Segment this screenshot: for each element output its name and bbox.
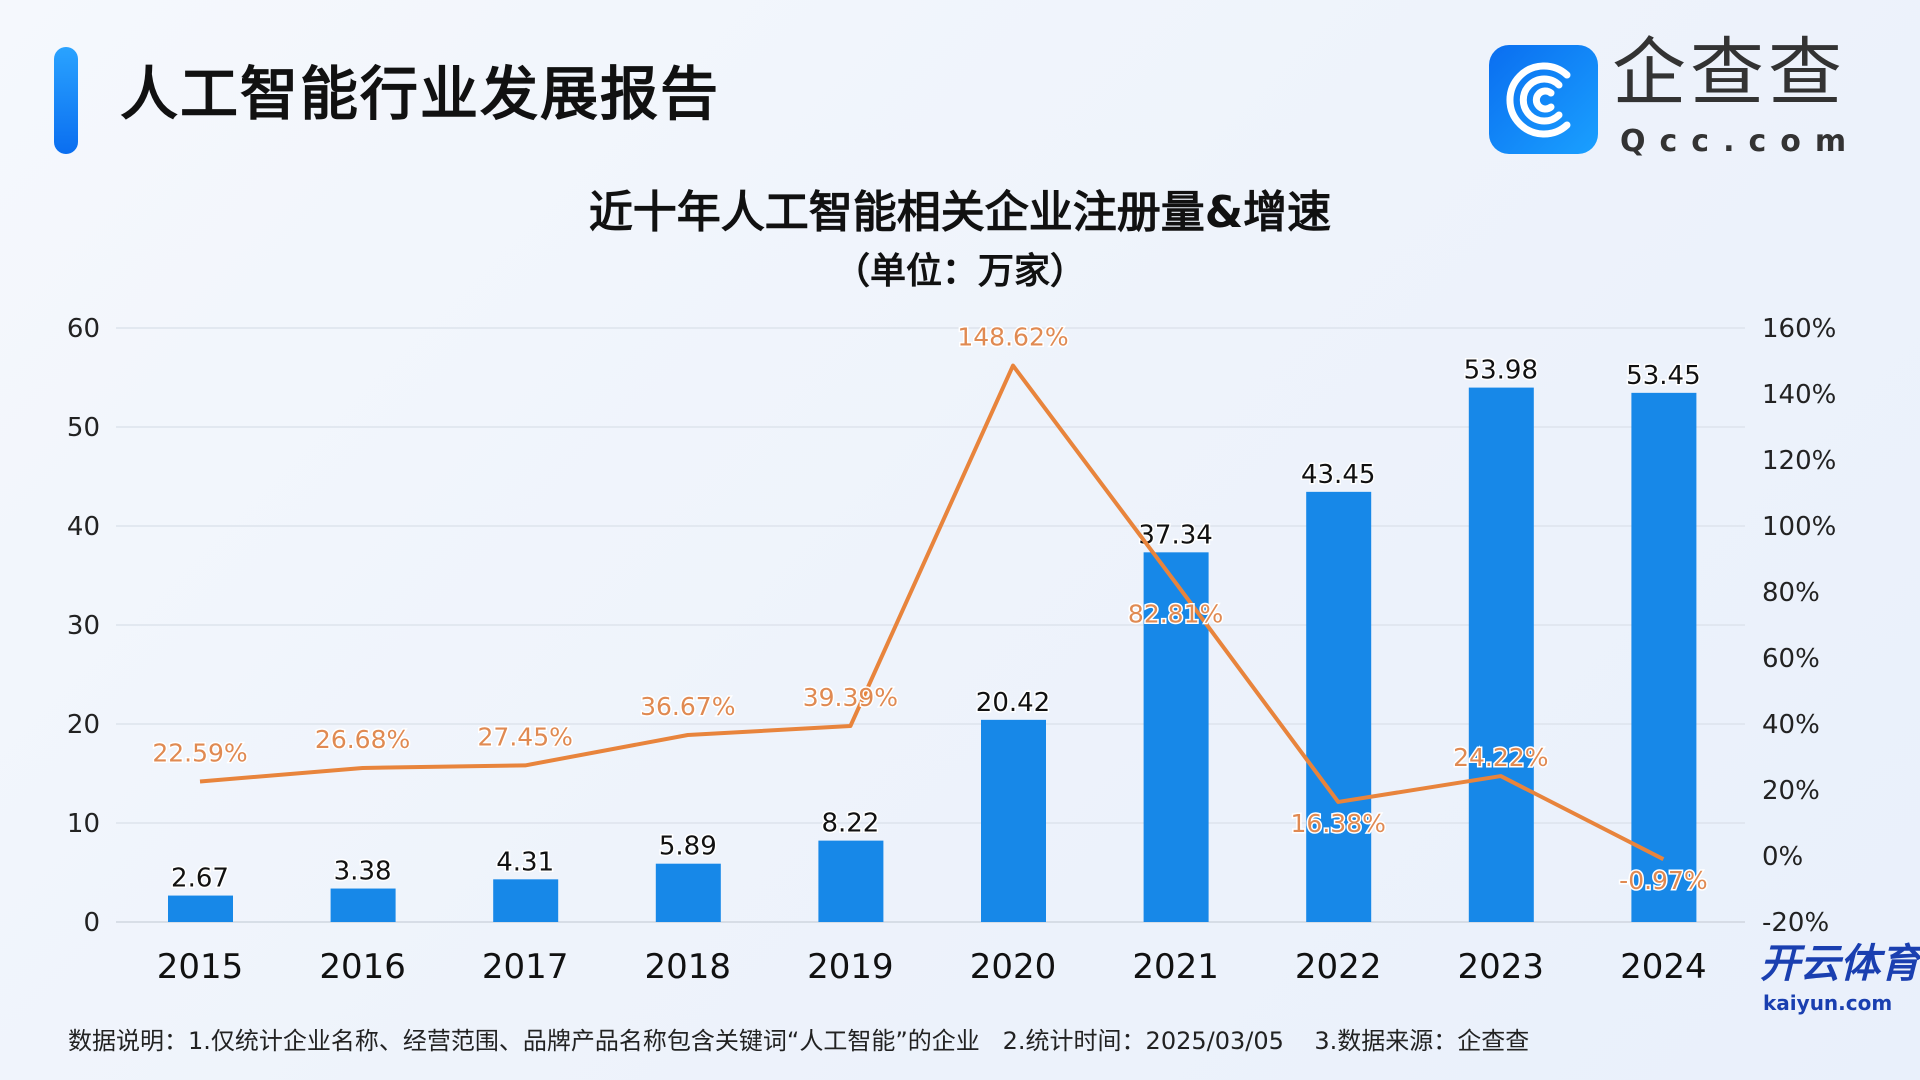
watermark-domain: kaiyun.com (1763, 991, 1893, 1015)
growth-value-label: -0.97% (1619, 866, 1707, 895)
bar-value-label: 43.45 (1301, 460, 1375, 490)
left-axis-tick: 10 (67, 809, 100, 839)
right-axis-tick: -20% (1762, 908, 1829, 938)
bar-value-label: 53.98 (1464, 356, 1538, 386)
chart-subtitle: （单位：万家） (833, 251, 1086, 292)
growth-value-label: 82.81% (1128, 600, 1223, 629)
left-axis-tick: 20 (67, 710, 100, 740)
bar (818, 840, 884, 922)
bar (493, 879, 559, 922)
left-axis-tick: 0 (83, 908, 100, 938)
bar-value-label: 20.42 (976, 688, 1050, 718)
left-axis-tick: 50 (67, 413, 100, 443)
bar-value-label: 2.67 (171, 864, 229, 894)
x-axis-tick: 2017 (482, 947, 569, 987)
x-axis-tick: 2019 (807, 947, 894, 987)
growth-value-label: 24.22% (1453, 743, 1548, 772)
qcc-logo-domain: Qcc.com (1620, 124, 1861, 159)
right-axis-tick: 120% (1762, 446, 1836, 476)
growth-value-label: 26.68% (315, 725, 410, 754)
bar-value-label: 53.45 (1626, 361, 1700, 391)
footnote: 数据说明：1.仅统计企业名称、经营范围、品牌产品名称包含关键词“人工智能”的企业… (68, 1027, 1530, 1055)
x-axis-tick: 2021 (1132, 947, 1219, 987)
title-accent-bar (54, 47, 78, 154)
growth-line (199, 363, 1665, 861)
right-axis-tick: 160% (1762, 314, 1836, 344)
growth-value-label: 22.59% (152, 738, 247, 767)
x-axis-tick: 2015 (157, 947, 244, 987)
growth-value-label: 16.38% (1291, 809, 1386, 838)
qcc-logo-text: 企查查 (1612, 30, 1846, 116)
right-axis-tick: 100% (1762, 512, 1836, 542)
right-axis-tick: 0% (1762, 842, 1803, 872)
page-title: 人工智能行业发展报告 (120, 60, 721, 128)
growth-value-label: 27.45% (478, 722, 573, 751)
bar-value-label: 8.22 (821, 809, 879, 839)
bar-value-label: 4.31 (496, 847, 554, 877)
bar (655, 863, 721, 922)
x-axis-tick: 2016 (319, 947, 406, 987)
bar (1468, 387, 1534, 922)
right-axis-tick: 40% (1762, 710, 1820, 740)
watermark: 开云体育 (1760, 941, 1920, 987)
bar (1306, 491, 1372, 922)
chart-title: 近十年人工智能相关企业注册量&增速 (588, 187, 1332, 238)
bar (330, 888, 396, 922)
x-axis-tick: 2022 (1295, 947, 1382, 987)
x-axis-tick: 2018 (645, 947, 732, 987)
growth-value-label: 148.62% (957, 323, 1068, 352)
left-axis-tick: 30 (67, 611, 100, 641)
x-axis-tick: 2024 (1620, 947, 1707, 987)
bar (1631, 392, 1697, 923)
bar (168, 895, 233, 922)
growth-value-label: 36.67% (640, 692, 735, 721)
qcc-logo-icon (1489, 45, 1598, 154)
right-axis-tick: 60% (1762, 644, 1820, 674)
right-axis-tick: 80% (1762, 578, 1820, 608)
left-axis-tick: 40 (67, 512, 100, 542)
x-axis-tick: 2020 (970, 947, 1057, 987)
bar-value-label: 3.38 (334, 857, 392, 887)
bar-value-label: 5.89 (659, 832, 717, 862)
right-axis-tick: 140% (1762, 380, 1836, 410)
growth-value-label: 39.39% (803, 683, 898, 712)
bar (981, 719, 1046, 922)
right-axis-tick: 20% (1762, 776, 1820, 806)
x-axis-tick: 2023 (1458, 947, 1545, 987)
left-axis-tick: 60 (67, 314, 100, 344)
